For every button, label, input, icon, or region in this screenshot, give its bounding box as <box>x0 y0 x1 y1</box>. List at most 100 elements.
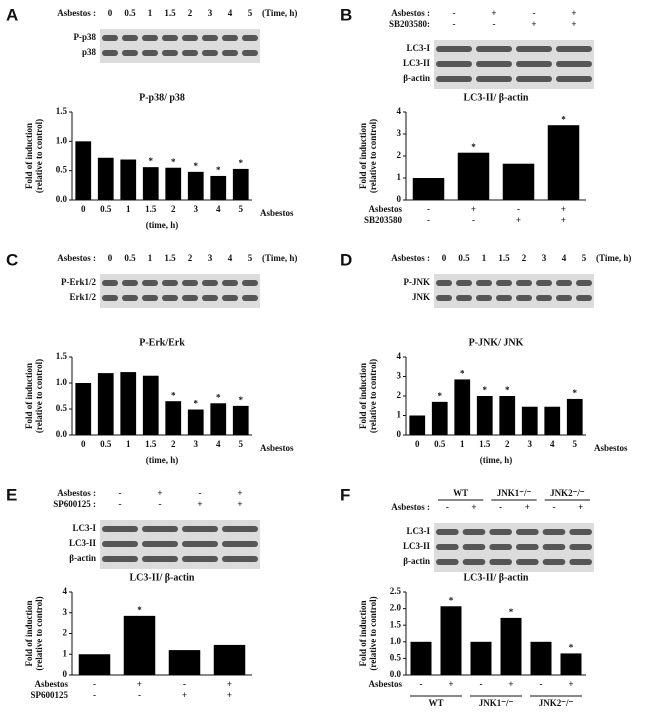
x-row-name: SB203580 <box>364 215 403 225</box>
blot-band <box>569 529 592 535</box>
blot-band <box>122 50 138 56</box>
x-row-value: - <box>183 679 186 689</box>
x-row-value: - <box>138 690 141 700</box>
x-row-value: + <box>508 679 513 689</box>
blot-group: JNK2⁻/⁻ <box>550 488 585 498</box>
blot-band <box>556 76 592 82</box>
y-tick-label: 2 <box>63 628 68 638</box>
blot-band <box>436 46 472 52</box>
blot-lane-label: 3 <box>542 253 547 263</box>
bar <box>165 167 182 200</box>
blot-band <box>576 295 592 301</box>
blot-band <box>456 295 472 301</box>
y-tick-label: 0.5 <box>390 652 402 662</box>
blot-band <box>142 541 178 547</box>
blot-band-label: LC3-I <box>406 43 430 53</box>
blot-background <box>100 274 260 308</box>
bar <box>75 141 92 200</box>
bar <box>97 373 114 435</box>
blot-lane-label: + <box>471 502 476 512</box>
significance-mark: * <box>460 368 465 378</box>
blot-lane-label: 0 <box>108 253 113 263</box>
y-axis-label: Fold of induction <box>24 123 34 189</box>
bar <box>566 398 583 435</box>
blot-band <box>436 529 459 535</box>
x-row-value: - <box>420 679 423 689</box>
blot-band <box>102 280 118 286</box>
x-axis-label: Asbestos <box>260 208 294 218</box>
blot-lane-label: 4 <box>228 253 233 263</box>
x-tick-label: 1 <box>126 439 131 449</box>
blot-band <box>476 46 512 52</box>
blot-band <box>496 295 512 301</box>
y-axis-label: Fold of induction <box>358 363 368 429</box>
bar <box>502 163 535 200</box>
blot-band <box>476 295 492 301</box>
blot-band-label: β-actin <box>403 73 430 83</box>
bar <box>165 401 182 435</box>
x-tick-label: 0 <box>81 439 86 449</box>
blot-lane-label: 1.5 <box>164 8 176 18</box>
blot-lane-label: 0.5 <box>458 253 470 263</box>
significance-mark: * <box>194 399 199 409</box>
x-row-value: + <box>227 679 232 689</box>
y-tick-label: 3 <box>397 128 402 138</box>
y-tick-label: 4 <box>397 351 402 361</box>
blot-lane-label: 1.5 <box>164 253 176 263</box>
blot-band <box>222 280 238 286</box>
significance-mark: * <box>483 385 488 395</box>
y-tick-label: 0 <box>397 194 402 204</box>
bar <box>500 617 522 675</box>
x-tick-label: 3 <box>194 204 199 214</box>
blot-band <box>222 556 258 562</box>
blot-lane-label: + <box>578 502 583 512</box>
y-tick-label: 2.5 <box>390 586 402 596</box>
x-axis-sublabel: (time, h) <box>146 220 179 230</box>
blot-group: WT <box>453 488 468 498</box>
bar <box>560 653 582 675</box>
x-tick-label: 0.5 <box>434 439 446 449</box>
blot-lane-label: + <box>525 502 530 512</box>
x-tick-label: 5 <box>573 439 578 449</box>
x-tick-label: 1.5 <box>145 439 157 449</box>
bar <box>476 396 493 435</box>
blot-band <box>182 50 198 56</box>
blot-band <box>142 526 178 532</box>
y-axis-label: (relative to control) <box>368 596 378 670</box>
bar <box>547 125 580 200</box>
blot-lane-label: 3 <box>208 253 213 263</box>
blot-lane-label: + <box>197 499 202 509</box>
blot-lane-label: 0 <box>442 253 447 263</box>
bar <box>544 406 561 435</box>
blot-band <box>556 295 572 301</box>
blot-lane-label: - <box>119 488 122 498</box>
x-group-label: JNK2⁻/⁻ <box>539 698 574 708</box>
y-tick-label: 0.5 <box>56 403 68 413</box>
blot-band <box>489 544 512 550</box>
blot-header-name: Asbestos : <box>391 253 430 263</box>
panel-letter: F <box>340 485 350 504</box>
blot-lane-label: 2 <box>188 8 193 18</box>
blot-band-label: P-Erk1/2 <box>61 277 96 287</box>
blot-lane-label: 5 <box>582 253 587 263</box>
blot-band <box>476 280 492 286</box>
blot-lane-label: - <box>453 8 456 18</box>
x-tick-label: 1 <box>126 204 131 214</box>
blot-lane-label: - <box>533 8 536 18</box>
blot-band <box>516 295 532 301</box>
panel-letter: D <box>340 250 352 269</box>
blot-band <box>462 544 486 550</box>
x-axis-sublabel: (time, h) <box>480 455 513 465</box>
blot-band <box>516 529 539 535</box>
x-tick-label: 1.5 <box>479 439 491 449</box>
x-row-value: - <box>472 215 475 225</box>
blot-band <box>476 61 512 67</box>
y-tick-label: 1 <box>397 172 402 182</box>
blot-group: JNK1⁻/⁻ <box>497 488 532 498</box>
significance-mark: * <box>569 642 574 652</box>
x-tick-label: 4 <box>216 439 221 449</box>
x-row-value: - <box>540 679 543 689</box>
blot-header-name: Asbestos : <box>57 488 96 498</box>
blot-lane-label: 4 <box>562 253 567 263</box>
panel-letter: E <box>6 485 17 504</box>
